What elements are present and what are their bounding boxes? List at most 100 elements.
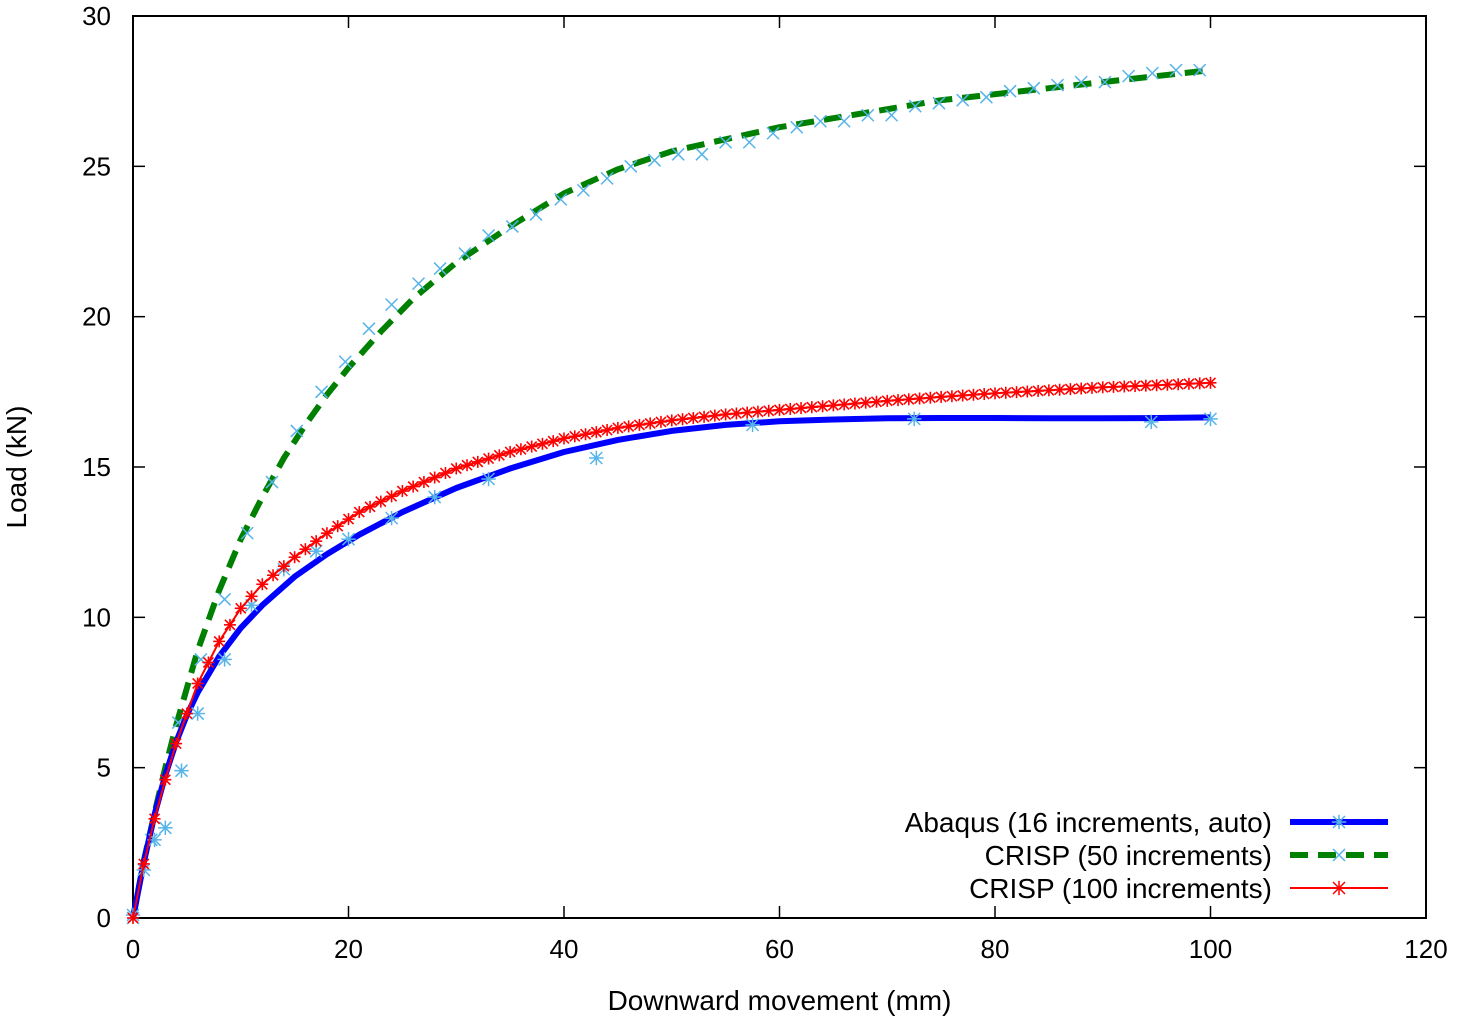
series-2 <box>126 63 1211 925</box>
asterisk-marker <box>773 403 786 416</box>
asterisk-marker <box>654 415 667 428</box>
series-layer <box>125 63 1218 925</box>
asterisk-marker <box>978 388 991 401</box>
asterisk-marker <box>427 489 442 505</box>
asterisk-marker <box>741 406 754 419</box>
asterisk-marker <box>892 394 905 407</box>
asterisk-marker <box>719 408 732 421</box>
cross-marker <box>1003 84 1017 98</box>
asterisk-marker <box>1193 377 1206 390</box>
asterisk-marker <box>202 656 215 669</box>
cross-marker <box>1074 75 1088 89</box>
asterisk-marker <box>1032 384 1045 397</box>
asterisk-marker <box>245 590 258 603</box>
asterisk-marker <box>751 405 764 418</box>
y-tick-label: 20 <box>82 302 111 332</box>
asterisk-marker <box>267 569 280 582</box>
x-tick-label: 0 <box>126 934 140 964</box>
y-tick-label: 25 <box>82 151 111 181</box>
asterisk-marker <box>1150 379 1163 392</box>
cross-marker <box>240 526 254 540</box>
asterisk-marker <box>1107 380 1120 393</box>
cross-marker <box>1027 81 1041 95</box>
asterisk-marker <box>568 430 581 443</box>
x-tick-label: 60 <box>765 934 794 964</box>
asterisk-marker <box>1331 880 1347 896</box>
asterisk-marker <box>385 490 398 503</box>
asterisk-marker <box>471 455 484 468</box>
cross-marker <box>338 355 352 369</box>
plot-area <box>132 15 1427 919</box>
cross-marker <box>458 246 472 261</box>
asterisk-marker <box>396 485 409 498</box>
cross-marker <box>790 120 804 134</box>
asterisk-marker <box>536 437 549 450</box>
asterisk-marker <box>589 450 604 466</box>
asterisk-marker <box>1010 386 1023 399</box>
asterisk-marker <box>1172 378 1185 391</box>
asterisk-marker <box>1064 383 1077 396</box>
x-axis-title: Downward movement (mm) <box>608 985 952 1016</box>
asterisk-marker <box>148 812 161 825</box>
asterisk-marker <box>277 560 290 573</box>
asterisk-marker <box>730 407 743 420</box>
asterisk-marker <box>288 551 301 564</box>
cross-marker <box>742 135 756 149</box>
cross-marker <box>315 385 329 399</box>
asterisk-marker <box>945 390 958 403</box>
cross-marker <box>695 147 709 161</box>
asterisk-marker <box>310 535 323 548</box>
asterisk-marker <box>256 578 269 591</box>
cross-marker <box>218 592 232 606</box>
asterisk-marker <box>159 773 172 786</box>
asterisk-marker <box>1203 411 1218 427</box>
asterisk-marker <box>137 857 150 870</box>
legend-label: CRISP (50 increments) <box>985 840 1272 871</box>
asterisk-marker <box>493 449 506 462</box>
asterisk-marker <box>384 510 399 526</box>
cross-marker <box>908 99 922 113</box>
asterisk-marker <box>999 386 1012 399</box>
series-3 <box>127 376 1217 924</box>
asterisk-marker <box>745 417 760 433</box>
series-line <box>130 67 1211 919</box>
asterisk-marker <box>217 652 232 667</box>
x-tick-label: 80 <box>981 934 1010 964</box>
asterisk-marker <box>644 417 657 430</box>
cross-marker <box>1193 63 1207 77</box>
asterisk-marker <box>174 763 189 778</box>
asterisk-marker <box>514 443 527 456</box>
x-tick-label: 120 <box>1404 934 1447 964</box>
asterisk-marker <box>924 391 937 404</box>
x-tick-label: 100 <box>1189 934 1232 964</box>
legend-label: CRISP (100 increments) <box>969 873 1272 904</box>
asterisk-marker <box>1129 380 1142 393</box>
x-tick-label: 20 <box>334 934 363 964</box>
y-axis-title: Load (kN) <box>1 406 32 529</box>
asterisk-marker <box>320 527 333 540</box>
cross-marker <box>529 207 543 221</box>
asterisk-marker <box>342 513 355 526</box>
cross-marker <box>362 322 376 336</box>
asterisk-marker <box>1053 383 1066 396</box>
y-tick-label: 5 <box>97 753 111 783</box>
cross-marker <box>1332 848 1346 862</box>
asterisk-marker <box>859 396 872 409</box>
asterisk-marker <box>331 520 344 533</box>
asterisk-marker <box>439 467 452 480</box>
cross-marker <box>505 219 519 233</box>
asterisk-marker <box>967 388 980 401</box>
asterisk-marker <box>805 401 818 414</box>
asterisk-marker <box>784 402 797 415</box>
asterisk-marker <box>816 400 829 413</box>
cross-marker <box>433 262 447 276</box>
cross-marker <box>932 96 946 110</box>
asterisk-marker <box>989 387 1001 400</box>
asterisk-marker <box>504 445 517 458</box>
asterisk-marker <box>407 480 420 493</box>
asterisk-marker <box>1182 377 1195 390</box>
cross-marker <box>979 90 993 104</box>
asterisk-marker <box>827 399 840 412</box>
asterisk-marker <box>665 414 678 427</box>
